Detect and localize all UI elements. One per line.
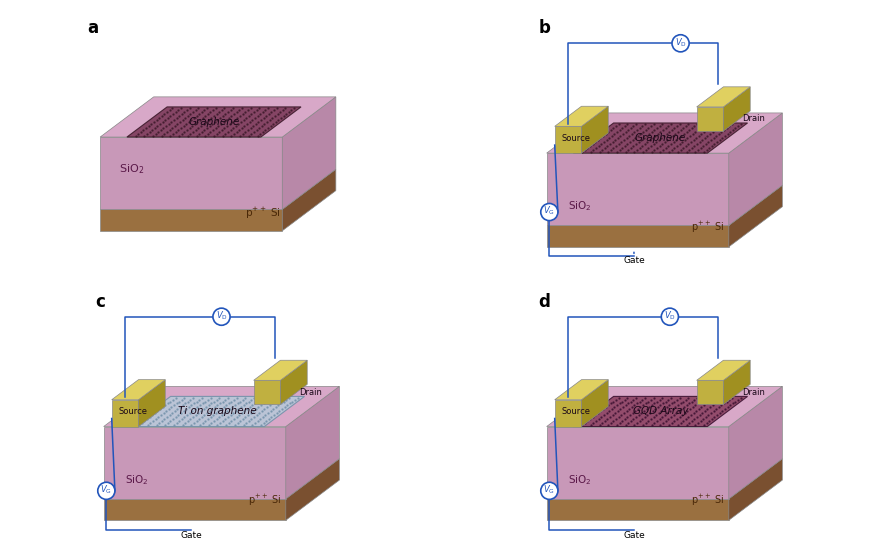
Text: b: b <box>539 19 550 37</box>
Text: GQD Array: GQD Array <box>633 406 688 416</box>
Polygon shape <box>100 97 336 137</box>
Text: Source: Source <box>562 407 591 416</box>
Polygon shape <box>286 459 339 520</box>
Text: p$^{++}$ Si: p$^{++}$ Si <box>245 206 281 222</box>
Polygon shape <box>555 400 581 426</box>
Text: d: d <box>539 292 550 311</box>
Text: c: c <box>96 292 105 311</box>
Polygon shape <box>581 379 609 426</box>
Polygon shape <box>130 396 305 426</box>
Polygon shape <box>729 185 782 247</box>
Polygon shape <box>696 87 750 107</box>
Text: Gate: Gate <box>623 256 645 265</box>
Polygon shape <box>286 386 339 499</box>
Text: SiO$_2$: SiO$_2$ <box>568 473 592 487</box>
Polygon shape <box>100 209 283 231</box>
Polygon shape <box>547 153 729 225</box>
Polygon shape <box>100 137 283 209</box>
Text: p$^{++}$ Si: p$^{++}$ Si <box>691 220 725 235</box>
Polygon shape <box>138 379 166 426</box>
Polygon shape <box>253 381 281 405</box>
Text: p$^{++}$ Si: p$^{++}$ Si <box>691 493 725 508</box>
Polygon shape <box>112 379 166 400</box>
Text: Source: Source <box>562 134 591 143</box>
Polygon shape <box>724 360 750 405</box>
Polygon shape <box>729 459 782 520</box>
Text: Graphene: Graphene <box>189 117 239 127</box>
Polygon shape <box>547 225 729 247</box>
Circle shape <box>540 482 558 499</box>
Polygon shape <box>581 106 609 153</box>
Polygon shape <box>729 113 782 225</box>
Polygon shape <box>573 123 748 153</box>
Circle shape <box>213 308 230 325</box>
Polygon shape <box>724 87 750 131</box>
Polygon shape <box>547 113 782 153</box>
Polygon shape <box>104 499 286 520</box>
Text: a: a <box>87 19 97 37</box>
Polygon shape <box>547 426 729 499</box>
Text: Gate: Gate <box>180 531 202 540</box>
Text: p$^{++}$ Si: p$^{++}$ Si <box>248 493 282 508</box>
Polygon shape <box>127 107 301 137</box>
Text: $V_{\rm G}$: $V_{\rm G}$ <box>543 484 556 496</box>
Polygon shape <box>555 106 609 126</box>
Circle shape <box>672 35 689 52</box>
Polygon shape <box>253 360 307 381</box>
Text: $V_{\rm D}$: $V_{\rm D}$ <box>664 310 676 322</box>
Polygon shape <box>547 499 729 520</box>
Circle shape <box>97 482 115 499</box>
Circle shape <box>661 308 679 325</box>
Polygon shape <box>547 386 782 426</box>
Polygon shape <box>112 400 138 426</box>
Polygon shape <box>555 379 609 400</box>
Text: SiO$_2$: SiO$_2$ <box>568 199 592 213</box>
Text: SiO$_2$: SiO$_2$ <box>119 162 144 176</box>
Polygon shape <box>696 107 724 131</box>
Text: Drain: Drain <box>742 114 765 123</box>
Text: SiO$_2$: SiO$_2$ <box>125 473 149 487</box>
Polygon shape <box>104 386 339 426</box>
Text: $V_{\rm D}$: $V_{\rm D}$ <box>674 36 687 49</box>
Text: $V_{\rm D}$: $V_{\rm D}$ <box>215 310 228 322</box>
Polygon shape <box>573 396 748 426</box>
Text: $V_{\rm G}$: $V_{\rm G}$ <box>100 484 113 496</box>
Text: Drain: Drain <box>299 388 322 397</box>
Polygon shape <box>729 386 782 499</box>
Polygon shape <box>281 360 307 405</box>
Text: Gate: Gate <box>623 531 645 540</box>
Text: $V_{\rm G}$: $V_{\rm G}$ <box>543 205 556 218</box>
Polygon shape <box>555 126 581 153</box>
Text: Ti on graphene: Ti on graphene <box>178 406 257 416</box>
Polygon shape <box>696 381 724 405</box>
Text: Source: Source <box>119 407 148 416</box>
Polygon shape <box>104 426 286 499</box>
Polygon shape <box>696 360 750 381</box>
Circle shape <box>540 204 558 220</box>
Text: Graphene: Graphene <box>635 133 686 143</box>
Polygon shape <box>283 169 336 231</box>
Polygon shape <box>283 97 336 209</box>
Text: Drain: Drain <box>742 388 765 397</box>
